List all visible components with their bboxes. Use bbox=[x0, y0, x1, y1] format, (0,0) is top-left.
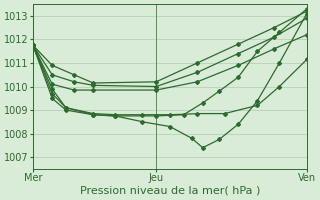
X-axis label: Pression niveau de la mer( hPa ): Pression niveau de la mer( hPa ) bbox=[80, 186, 260, 196]
